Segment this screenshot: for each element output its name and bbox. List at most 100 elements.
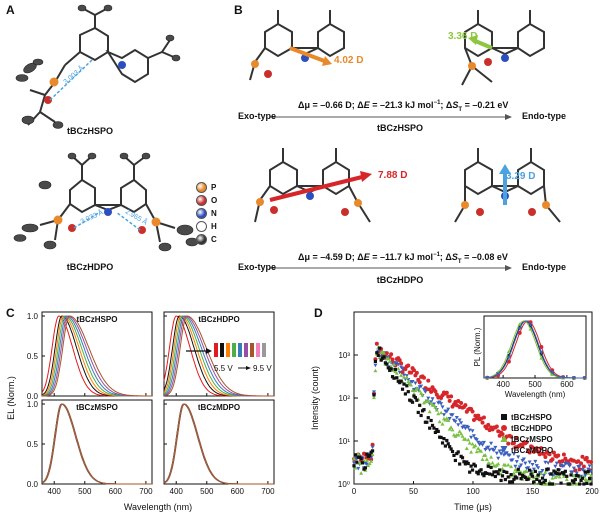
data-point bbox=[569, 473, 573, 477]
data-point bbox=[488, 472, 492, 476]
y-tick-label: 10¹ bbox=[338, 437, 350, 446]
data-point bbox=[447, 398, 452, 403]
data-point bbox=[473, 464, 477, 468]
el-trace bbox=[41, 403, 152, 485]
pl-point bbox=[528, 327, 533, 331]
data-point bbox=[458, 462, 462, 466]
data-point bbox=[511, 471, 516, 475]
data-point bbox=[574, 471, 579, 476]
atom-legend-item: H bbox=[196, 220, 228, 233]
inset-x-axis-label: Wavelength (nm) bbox=[505, 390, 566, 399]
data-point bbox=[450, 427, 455, 432]
data-point bbox=[400, 387, 405, 391]
data-point bbox=[382, 355, 386, 359]
data-point bbox=[481, 415, 486, 420]
inset-x-tick-label: 500 bbox=[528, 380, 542, 389]
data-point bbox=[430, 397, 435, 401]
voltage-pointer-head bbox=[206, 348, 212, 354]
data-point bbox=[377, 355, 382, 359]
el-trace bbox=[163, 315, 274, 397]
dipole-arrow-exo-hspo bbox=[289, 46, 328, 64]
data-point bbox=[373, 368, 378, 373]
data-point bbox=[580, 454, 585, 459]
data-point bbox=[551, 473, 556, 478]
el-spectra-chart: 0.0 0.5 1.0 tBCzHSPO tBCzHDPO 0.0 0.5 1.0 400 500… bbox=[6, 311, 275, 512]
pl-point bbox=[539, 355, 544, 360]
data-point bbox=[516, 467, 520, 471]
data-point bbox=[403, 392, 408, 396]
data-point bbox=[540, 476, 545, 480]
data-point bbox=[368, 454, 372, 458]
subplot-title: tBCzMSPO bbox=[76, 403, 118, 412]
data-point bbox=[584, 455, 589, 460]
atom-symbol: H bbox=[211, 222, 217, 231]
y-axis-label: Intensity (count) bbox=[310, 366, 320, 430]
voltage-legend: 5.5 V 9.5 V bbox=[186, 343, 272, 373]
legend-item: tBCzMSPO bbox=[500, 435, 553, 444]
data-point bbox=[543, 470, 548, 474]
data-point bbox=[576, 474, 580, 478]
nitrogen-atom bbox=[118, 61, 126, 69]
data-point bbox=[582, 482, 586, 486]
data-point bbox=[484, 426, 489, 431]
atom-legend-item: O bbox=[196, 194, 228, 207]
legend-item: tBCzHSPO bbox=[501, 413, 552, 422]
data-point bbox=[450, 449, 455, 454]
plot-frame bbox=[163, 399, 275, 485]
data-point bbox=[493, 445, 498, 450]
atom-legend-item: C bbox=[196, 233, 228, 246]
nitrogen-atom bbox=[104, 208, 112, 216]
x-tick-label: 500 bbox=[78, 487, 92, 496]
data-point bbox=[555, 471, 559, 476]
data-point bbox=[413, 388, 418, 393]
data-point bbox=[446, 418, 451, 423]
data-point bbox=[523, 475, 527, 480]
pl-point bbox=[517, 322, 522, 326]
data-point bbox=[406, 363, 411, 368]
y-tick-label: 0.0 bbox=[27, 392, 39, 401]
data-point bbox=[457, 418, 462, 423]
y-tick-label: 10³ bbox=[338, 351, 350, 360]
data-point bbox=[563, 469, 567, 473]
x-tick-label: 100 bbox=[466, 487, 480, 496]
data-point bbox=[495, 470, 499, 474]
data-point bbox=[579, 478, 583, 482]
el-trace bbox=[42, 315, 152, 397]
data-point bbox=[446, 394, 451, 399]
data-point bbox=[486, 422, 491, 427]
data-point bbox=[489, 465, 493, 470]
legend-marker bbox=[500, 446, 508, 453]
data-point bbox=[533, 469, 537, 473]
data-point bbox=[399, 361, 404, 366]
data-point bbox=[519, 477, 523, 481]
data-point bbox=[387, 359, 392, 364]
data-point bbox=[558, 472, 562, 476]
data-point bbox=[421, 375, 426, 380]
data-point bbox=[527, 460, 532, 465]
atom-symbol: O bbox=[211, 196, 218, 205]
molecule-tbczhspo-structure bbox=[27, 7, 177, 126]
data-point bbox=[432, 426, 436, 430]
data-point bbox=[460, 434, 465, 438]
oxygen-atom bbox=[44, 96, 52, 104]
dipole-label-endo-hdpo: 3.29 D bbox=[506, 171, 536, 182]
data-point bbox=[392, 376, 396, 380]
data-point bbox=[370, 452, 375, 457]
data-point bbox=[376, 353, 380, 358]
data-point bbox=[430, 423, 435, 428]
plot-frame bbox=[41, 311, 153, 397]
data-point bbox=[454, 416, 459, 420]
data-point bbox=[399, 379, 403, 383]
subplot-title: tBCzHSPO bbox=[77, 315, 118, 324]
atom-color-swatch bbox=[196, 234, 207, 245]
data-point bbox=[393, 367, 398, 372]
data-point bbox=[473, 443, 478, 448]
voltage-end-label: 9.5 V bbox=[253, 364, 272, 373]
data-point bbox=[476, 413, 481, 418]
data-point bbox=[356, 451, 361, 456]
panel-d-label: D bbox=[314, 306, 323, 320]
inset-x-tick-label: 600 bbox=[560, 380, 574, 389]
data-point bbox=[584, 478, 589, 482]
data-point bbox=[550, 457, 555, 462]
data-point bbox=[589, 459, 594, 464]
